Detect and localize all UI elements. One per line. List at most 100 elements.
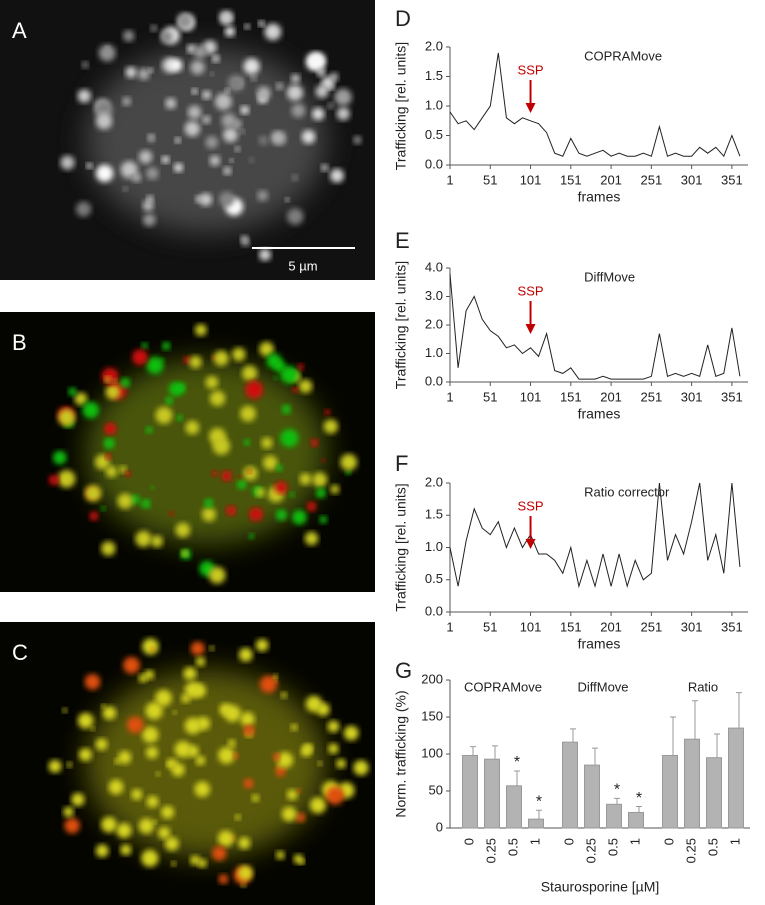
puncta bbox=[120, 844, 132, 856]
puncta bbox=[89, 511, 99, 521]
panel-label: G bbox=[395, 658, 412, 683]
puncta bbox=[301, 130, 316, 144]
puncta bbox=[135, 530, 152, 547]
puncta bbox=[244, 23, 250, 30]
puncta bbox=[101, 816, 117, 833]
puncta bbox=[277, 751, 294, 768]
puncta bbox=[213, 350, 229, 366]
x-tick-label: 351 bbox=[721, 172, 743, 187]
puncta bbox=[238, 837, 251, 850]
y-tick-label: 0.5 bbox=[425, 127, 443, 142]
puncta bbox=[105, 453, 112, 460]
puncta bbox=[104, 422, 117, 435]
puncta bbox=[248, 533, 255, 539]
puncta bbox=[227, 739, 236, 748]
puncta bbox=[197, 858, 207, 868]
x-axis-label: Staurosporine [µM] bbox=[541, 879, 660, 895]
x-tick-label: 1 bbox=[446, 172, 453, 187]
puncta bbox=[95, 113, 113, 130]
puncta bbox=[209, 71, 215, 77]
puncta bbox=[190, 855, 201, 866]
y-tick-label: 3.0 bbox=[425, 288, 443, 303]
puncta bbox=[202, 115, 211, 124]
puncta bbox=[193, 45, 207, 59]
puncta bbox=[259, 248, 271, 261]
puncta bbox=[152, 819, 158, 825]
puncta bbox=[145, 426, 153, 434]
x-tick-label: 0.5 bbox=[505, 838, 520, 856]
puncta bbox=[327, 720, 340, 733]
error-bar bbox=[636, 806, 642, 813]
puncta bbox=[146, 795, 159, 808]
puncta bbox=[240, 235, 249, 243]
puncta bbox=[100, 506, 106, 511]
puncta bbox=[315, 487, 326, 499]
puncta bbox=[64, 817, 80, 834]
x-axis-label: frames bbox=[578, 636, 621, 652]
puncta bbox=[243, 778, 254, 789]
puncta bbox=[161, 156, 170, 164]
puncta bbox=[142, 638, 159, 655]
puncta bbox=[286, 208, 304, 225]
puncta bbox=[310, 438, 319, 447]
x-tick-label: 0.5 bbox=[605, 838, 620, 856]
puncta bbox=[141, 498, 151, 509]
x-tick-label: 51 bbox=[483, 172, 497, 187]
puncta bbox=[251, 794, 260, 802]
puncta bbox=[172, 710, 177, 715]
x-tick-label: 0.25 bbox=[583, 838, 598, 863]
significance-marker: * bbox=[636, 790, 642, 807]
group-label: DiffMove bbox=[577, 679, 628, 694]
puncta bbox=[274, 481, 288, 494]
puncta bbox=[221, 470, 233, 482]
x-tick-label: 0.5 bbox=[705, 838, 720, 856]
x-tick-label: 51 bbox=[483, 389, 497, 404]
puncta bbox=[205, 135, 219, 149]
puncta bbox=[84, 673, 101, 690]
puncta bbox=[143, 213, 156, 227]
error-bar bbox=[570, 728, 576, 743]
cell-body bbox=[86, 670, 327, 857]
puncta bbox=[218, 874, 229, 885]
y-tick-label: 100 bbox=[421, 745, 443, 760]
significance-marker: * bbox=[614, 782, 620, 799]
puncta bbox=[68, 387, 77, 396]
puncta bbox=[336, 758, 346, 769]
puncta bbox=[223, 166, 232, 175]
puncta bbox=[209, 645, 215, 651]
x-axis-label: frames bbox=[578, 406, 621, 422]
puncta bbox=[258, 135, 269, 146]
cell-signal bbox=[60, 10, 362, 261]
puncta bbox=[117, 493, 133, 509]
y-tick-label: 1.5 bbox=[425, 507, 443, 522]
puncta bbox=[291, 386, 299, 394]
x-tick-label: 151 bbox=[560, 389, 582, 404]
puncta bbox=[255, 487, 265, 498]
x-tick-label: 1 bbox=[446, 389, 453, 404]
puncta bbox=[150, 485, 155, 490]
puncta bbox=[296, 788, 302, 794]
puncta bbox=[128, 174, 133, 179]
puncta bbox=[192, 683, 207, 698]
puncta bbox=[219, 191, 235, 207]
puncta bbox=[120, 161, 138, 179]
puncta bbox=[122, 186, 128, 192]
puncta bbox=[58, 409, 76, 426]
puncta bbox=[259, 675, 278, 693]
puncta bbox=[202, 90, 211, 100]
bar bbox=[706, 757, 722, 829]
puncta bbox=[276, 850, 285, 860]
puncta bbox=[160, 30, 173, 44]
puncta bbox=[194, 781, 210, 797]
puncta bbox=[272, 753, 281, 761]
puncta bbox=[289, 492, 295, 498]
puncta bbox=[176, 414, 183, 422]
bar bbox=[484, 758, 500, 829]
x-tick-label: 101 bbox=[520, 172, 542, 187]
puncta bbox=[62, 707, 68, 713]
panel-label: F bbox=[395, 451, 408, 476]
puncta bbox=[185, 420, 200, 435]
cell-body bbox=[86, 359, 327, 545]
puncta bbox=[147, 134, 155, 142]
puncta bbox=[261, 437, 273, 449]
